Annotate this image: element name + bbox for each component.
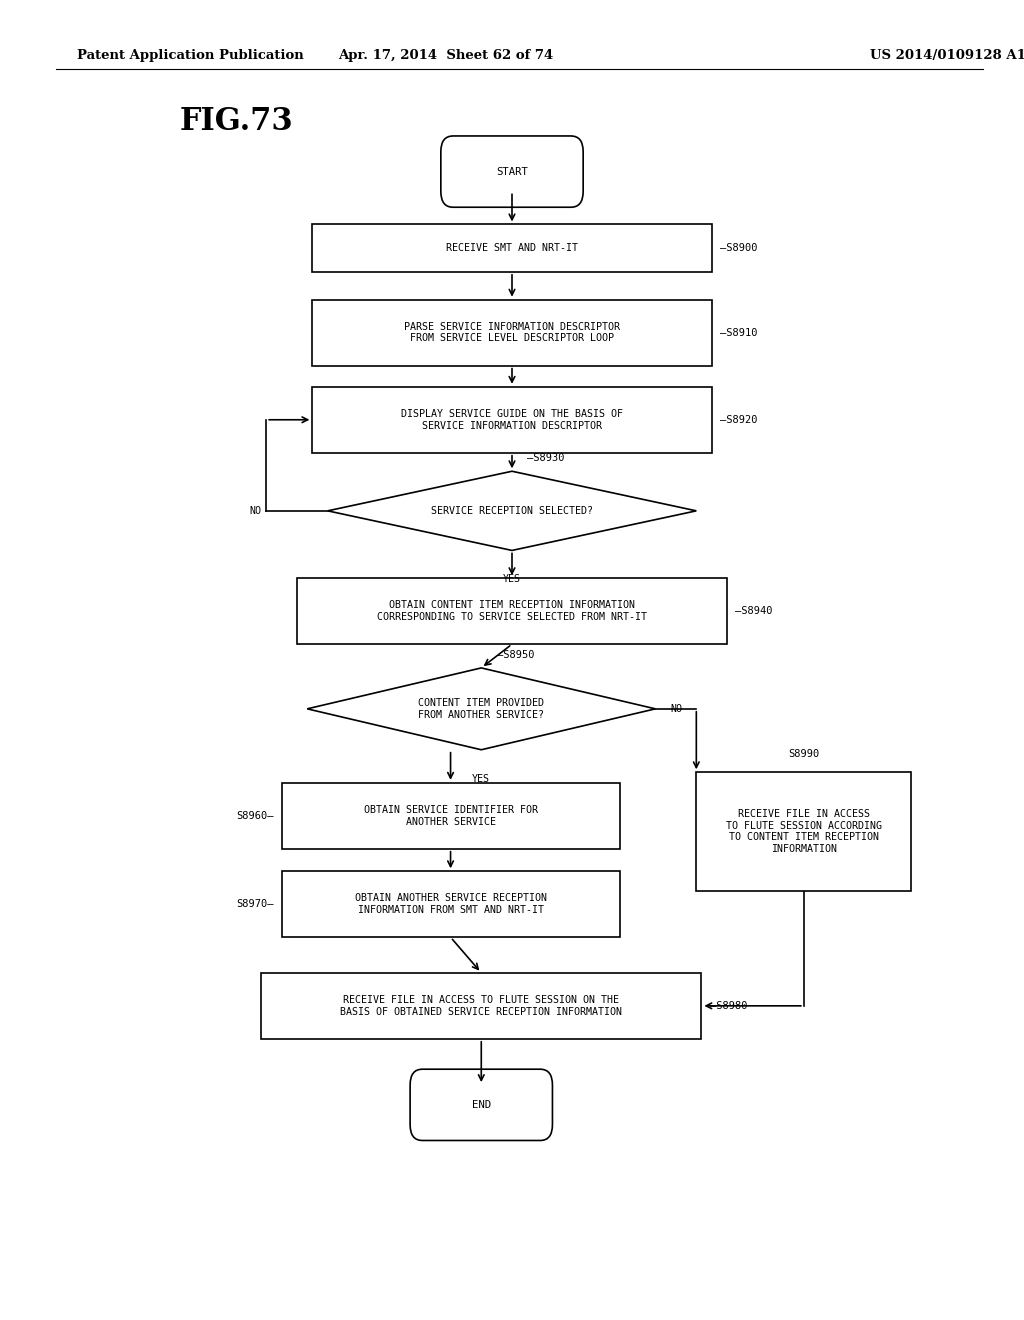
Text: OBTAIN CONTENT ITEM RECEPTION INFORMATION
CORRESPONDING TO SERVICE SELECTED FROM: OBTAIN CONTENT ITEM RECEPTION INFORMATIO… xyxy=(377,601,647,622)
Text: —S8930: —S8930 xyxy=(527,453,565,463)
Text: END: END xyxy=(472,1100,490,1110)
Bar xyxy=(261,973,701,1039)
Polygon shape xyxy=(307,668,655,750)
Text: RECEIVE FILE IN ACCESS TO FLUTE SESSION ON THE
BASIS OF OBTAINED SERVICE RECEPTI: RECEIVE FILE IN ACCESS TO FLUTE SESSION … xyxy=(340,995,623,1016)
Text: —S8980: —S8980 xyxy=(710,1001,748,1011)
Text: —S8900: —S8900 xyxy=(720,243,758,253)
Text: OBTAIN SERVICE IDENTIFIER FOR
ANOTHER SERVICE: OBTAIN SERVICE IDENTIFIER FOR ANOTHER SE… xyxy=(364,805,538,826)
Text: US 2014/0109128 A1: US 2014/0109128 A1 xyxy=(870,49,1024,62)
Text: RECEIVE FILE IN ACCESS
TO FLUTE SESSION ACCORDING
TO CONTENT ITEM RECEPTION
INFO: RECEIVE FILE IN ACCESS TO FLUTE SESSION … xyxy=(726,809,882,854)
Text: START: START xyxy=(496,166,528,177)
Text: PARSE SERVICE INFORMATION DESCRIPTOR
FROM SERVICE LEVEL DESCRIPTOR LOOP: PARSE SERVICE INFORMATION DESCRIPTOR FRO… xyxy=(404,322,620,343)
Bar xyxy=(312,224,712,272)
Text: NO: NO xyxy=(249,506,261,516)
Text: Apr. 17, 2014  Sheet 62 of 74: Apr. 17, 2014 Sheet 62 of 74 xyxy=(338,49,553,62)
Bar xyxy=(312,300,712,366)
Text: —S8940: —S8940 xyxy=(735,606,773,616)
Text: —S8910: —S8910 xyxy=(720,327,758,338)
Text: RECEIVE SMT AND NRT-IT: RECEIVE SMT AND NRT-IT xyxy=(446,243,578,253)
Bar xyxy=(282,783,620,849)
FancyBboxPatch shape xyxy=(410,1069,553,1140)
Text: CONTENT ITEM PROVIDED
FROM ANOTHER SERVICE?: CONTENT ITEM PROVIDED FROM ANOTHER SERVI… xyxy=(418,698,545,719)
Text: OBTAIN ANOTHER SERVICE RECEPTION
INFORMATION FROM SMT AND NRT-IT: OBTAIN ANOTHER SERVICE RECEPTION INFORMA… xyxy=(354,894,547,915)
Text: S8960—: S8960— xyxy=(236,810,273,821)
Text: S8970—: S8970— xyxy=(236,899,273,909)
Polygon shape xyxy=(328,471,696,550)
FancyBboxPatch shape xyxy=(440,136,584,207)
Text: YES: YES xyxy=(503,574,521,585)
Bar xyxy=(297,578,727,644)
Text: NO: NO xyxy=(671,704,683,714)
Text: S8990: S8990 xyxy=(788,748,819,759)
Text: DISPLAY SERVICE GUIDE ON THE BASIS OF
SERVICE INFORMATION DESCRIPTOR: DISPLAY SERVICE GUIDE ON THE BASIS OF SE… xyxy=(401,409,623,430)
Text: Patent Application Publication: Patent Application Publication xyxy=(77,49,303,62)
Text: —S8950: —S8950 xyxy=(497,649,535,660)
Text: YES: YES xyxy=(472,774,490,784)
Bar xyxy=(282,871,620,937)
Text: SERVICE RECEPTION SELECTED?: SERVICE RECEPTION SELECTED? xyxy=(431,506,593,516)
Text: FIG.73: FIG.73 xyxy=(179,106,293,137)
Bar xyxy=(312,387,712,453)
Bar xyxy=(696,772,911,891)
Text: —S8920: —S8920 xyxy=(720,414,758,425)
